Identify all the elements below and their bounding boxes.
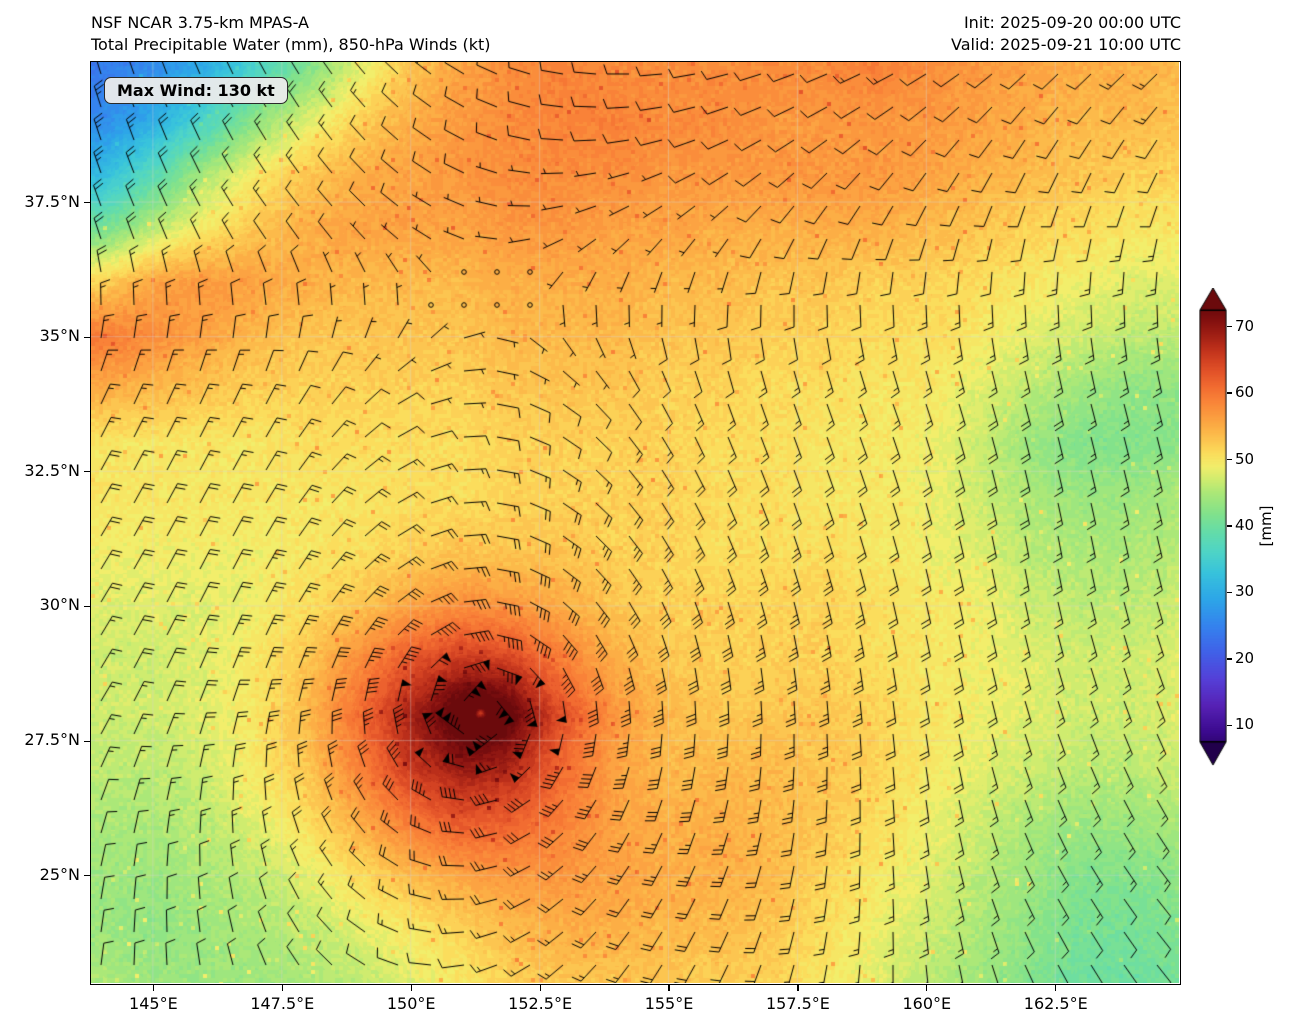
- x-axis-tick-label: 160°E: [902, 994, 952, 1013]
- y-axis-tick: [84, 740, 90, 742]
- x-axis-tick-label: 162.5°E: [1023, 994, 1088, 1013]
- y-axis-tick: [84, 605, 90, 608]
- colorbar-tick: [1227, 458, 1232, 461]
- colorbar-tick-label: 40: [1235, 516, 1255, 534]
- colorbar-units-label: [mm]: [1257, 505, 1275, 547]
- x-axis-tick-label: 157.5°E: [765, 994, 830, 1013]
- x-axis-tick: [797, 985, 799, 991]
- field-description: Total Precipitable Water (mm), 850-hPa W…: [91, 35, 491, 54]
- colorbar-tick: [1227, 591, 1232, 594]
- y-axis-tick-label: 37.5°N: [24, 191, 80, 211]
- x-axis-tick: [926, 985, 928, 991]
- y-axis-tick: [84, 201, 90, 204]
- map-plot-area: Max Wind: 130 kt: [90, 61, 1181, 985]
- colorbar-tick: [1227, 326, 1232, 328]
- x-axis-tick-label: 155°E: [644, 994, 694, 1013]
- y-axis-tick-label: 32.5°N: [24, 460, 80, 480]
- y-axis-tick-label: 30°N: [39, 595, 80, 615]
- x-axis-tick-label: 145°E: [129, 994, 178, 1013]
- tpw-wind-map-canvas: [91, 62, 1179, 983]
- init-time: Init: 2025-09-20 00:00 UTC: [963, 13, 1181, 32]
- model-name: NSF NCAR 3.75-km MPAS-A: [91, 13, 309, 32]
- x-axis-tick-label: 150°E: [386, 994, 436, 1013]
- valid-time: Valid: 2025-09-21 10:00 UTC: [950, 35, 1181, 54]
- x-axis-tick: [1055, 985, 1057, 991]
- colorbar-tick-label: 20: [1235, 648, 1255, 667]
- y-axis-tick: [84, 471, 90, 473]
- y-axis-tick: [84, 875, 90, 877]
- x-axis-tick: [539, 985, 541, 991]
- x-axis-tick: [152, 985, 154, 991]
- x-axis-tick: [668, 985, 670, 991]
- colorbar-tick-label: 50: [1235, 449, 1255, 468]
- x-axis-tick: [281, 985, 283, 991]
- y-axis-tick-label: 25°N: [39, 864, 80, 884]
- x-axis-tick: [410, 985, 412, 991]
- colorbar-tick-label: 60: [1235, 383, 1255, 402]
- colorbar-canvas: [1199, 288, 1227, 766]
- x-axis-tick-label: 152.5°E: [508, 994, 573, 1013]
- colorbar-tick-label: 70: [1235, 316, 1255, 335]
- x-axis-tick-label: 147.5°E: [250, 994, 315, 1013]
- colorbar-tick: [1227, 392, 1232, 394]
- max-wind-badge: Max Wind: 130 kt: [104, 77, 288, 104]
- colorbar-tick-label: 30: [1235, 582, 1255, 601]
- y-axis-tick-label: 27.5°N: [24, 730, 80, 750]
- colorbar-tick: [1227, 724, 1232, 726]
- y-axis-tick-label: 35°N: [39, 326, 80, 346]
- colorbar-tick: [1227, 525, 1232, 527]
- y-axis-tick: [84, 336, 90, 338]
- colorbar-tick: [1227, 658, 1232, 660]
- figure-time-block: Init: 2025-09-20 00:00 UTC Valid: 2025-0…: [951, 12, 1181, 56]
- figure-title-block: NSF NCAR 3.75-km MPAS-A Total Precipitab…: [91, 12, 490, 56]
- colorbar-tick-label: 10: [1235, 715, 1255, 734]
